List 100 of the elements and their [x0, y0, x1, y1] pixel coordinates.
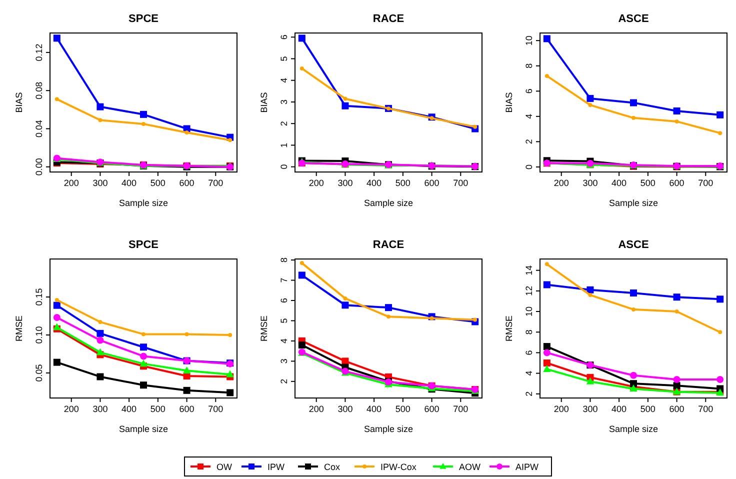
chart-title: SPCE: [128, 13, 158, 25]
y-tick-label: 4: [524, 370, 534, 376]
x-tick-label: 300: [338, 404, 353, 414]
x-tick-label: 300: [92, 178, 108, 188]
x-axis-title: Sample size: [608, 424, 658, 434]
point: [53, 302, 60, 309]
y-tick-label: 6: [279, 34, 289, 40]
point: [298, 341, 306, 348]
x-tick-label: 700: [453, 178, 468, 188]
x-tick-label: 300: [92, 404, 108, 414]
point: [96, 336, 104, 344]
point: [544, 262, 549, 266]
y-tick-label: 0.10: [34, 326, 44, 344]
x-tick-label: 200: [64, 178, 79, 188]
x-tick-label: 400: [122, 404, 137, 414]
x-tick-label: 300: [582, 404, 598, 414]
point: [343, 96, 348, 101]
point: [184, 130, 189, 135]
y-axis-title: BIAS: [259, 92, 269, 113]
y-axis-title: BIAS: [14, 92, 24, 113]
y-tick-label: 2: [279, 378, 289, 384]
x-tick-label: 700: [698, 178, 714, 188]
y-tick-label: 0: [524, 164, 534, 170]
y-tick-label: 1: [279, 142, 289, 148]
y-tick-label: 4: [524, 114, 534, 119]
y-tick-label: 5: [279, 56, 289, 62]
point: [630, 372, 637, 379]
x-tick-label: 300: [582, 178, 598, 188]
y-tick-label: 12: [524, 286, 534, 296]
legend-label: Cox: [324, 462, 341, 472]
x-axis-title: Sample size: [364, 198, 414, 208]
chart-title: RACE: [372, 13, 404, 25]
x-tick-label: 500: [395, 404, 410, 414]
y-tick-label: 5: [279, 318, 289, 324]
x-tick-label: 500: [150, 404, 166, 414]
point: [543, 364, 551, 372]
legend-label: IPW-Cox: [380, 462, 417, 472]
point: [430, 116, 434, 120]
point: [473, 124, 478, 129]
y-axis-title: RMSE: [14, 315, 24, 342]
point: [53, 34, 60, 42]
point: [300, 261, 304, 266]
y-tick-label: 8: [279, 258, 289, 263]
point: [183, 386, 190, 394]
point: [98, 320, 102, 324]
point: [53, 314, 60, 321]
point: [430, 316, 434, 320]
y-tick-label: 6: [524, 88, 534, 94]
y-tick-label: 6: [524, 350, 534, 356]
y-tick-label: 10: [524, 36, 534, 46]
y-tick-label: 0.12: [34, 44, 44, 62]
point: [588, 293, 592, 298]
x-tick-label: 700: [453, 404, 468, 414]
x-tick-label: 200: [554, 178, 569, 188]
y-tick-label: 0.08: [34, 82, 44, 100]
y-tick-label: 14: [524, 265, 534, 276]
point: [586, 377, 594, 384]
x-tick-label: 400: [366, 404, 382, 414]
point: [96, 348, 104, 356]
x-axis-title: Sample size: [118, 198, 168, 208]
point: [543, 359, 550, 366]
x-tick-label: 500: [640, 178, 656, 188]
point: [630, 380, 637, 388]
point: [673, 382, 680, 390]
point: [298, 272, 306, 279]
point: [96, 330, 104, 337]
x-tick-label: 700: [698, 404, 714, 414]
point: [630, 289, 637, 296]
point: [716, 376, 724, 383]
y-axis-title: BIAS: [504, 92, 514, 113]
y-tick-label: 3: [279, 99, 289, 104]
legend-label: AOW: [459, 462, 482, 472]
legend-label: AIPW: [516, 462, 540, 472]
point: [140, 352, 147, 360]
point: [142, 332, 146, 336]
x-tick-label: 200: [308, 178, 324, 188]
y-tick-label: 4: [279, 338, 289, 344]
point: [140, 110, 147, 118]
x-tick-label: 400: [122, 178, 137, 188]
point: [228, 138, 232, 142]
x-tick-label: 500: [395, 178, 410, 188]
x-tick-label: 600: [424, 404, 440, 414]
x-tick-label: 500: [640, 404, 656, 414]
point: [544, 74, 549, 78]
point: [673, 294, 680, 301]
point: [226, 370, 234, 378]
x-tick-label: 400: [612, 404, 627, 414]
y-axis-title: RMSE: [259, 315, 269, 342]
point: [632, 307, 636, 312]
point: [716, 296, 724, 303]
x-tick-label: 700: [208, 404, 224, 414]
point: [140, 360, 148, 367]
x-tick-label: 300: [338, 178, 353, 188]
point: [386, 314, 390, 319]
point: [674, 310, 679, 314]
point: [54, 298, 59, 302]
y-tick-label: 4: [279, 78, 289, 83]
chart-title: SPCE: [128, 239, 158, 251]
point: [298, 34, 306, 42]
chart-title: ASCE: [618, 239, 649, 251]
